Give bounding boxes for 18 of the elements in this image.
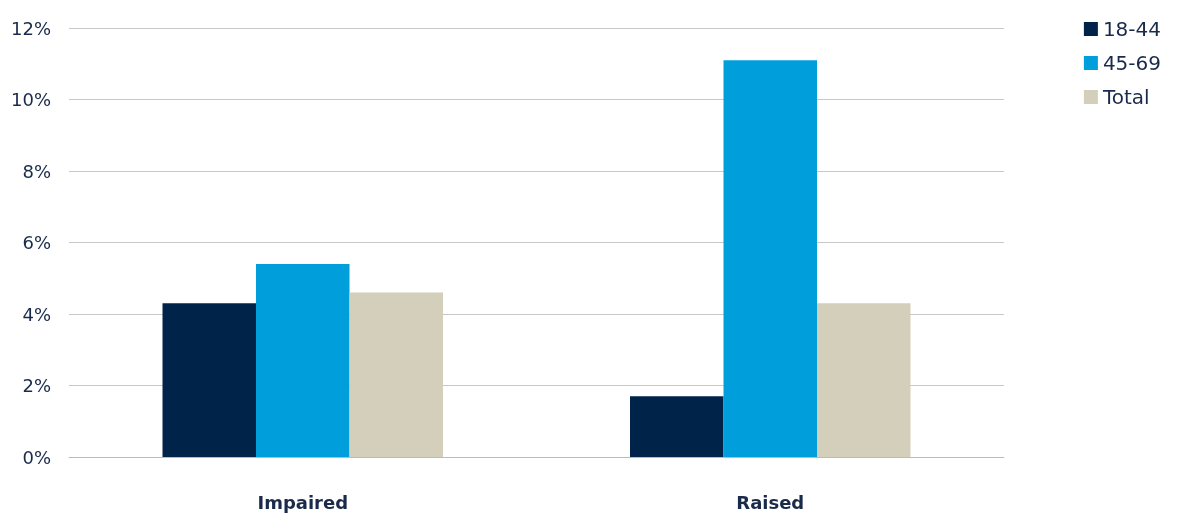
x-tick-label: Impaired (257, 491, 349, 513)
y-tick-label: 4% (22, 303, 52, 325)
x-tick-label: Raised (736, 491, 805, 513)
bar (162, 303, 257, 457)
legend-label: Total (1101, 85, 1150, 109)
bar (723, 60, 817, 457)
bar (349, 292, 443, 457)
y-tick-label: 0% (22, 446, 52, 468)
bar (817, 303, 911, 457)
bar (256, 263, 350, 457)
legend-label: 18-44 (1102, 17, 1162, 41)
y-tick-label: 8% (22, 160, 52, 182)
legend-label: 45-69 (1102, 51, 1162, 75)
bar (630, 396, 724, 457)
y-tick-label: 10% (10, 89, 52, 110)
y-tick-label: 2% (22, 375, 52, 396)
y-tick-label: 6% (22, 232, 52, 253)
y-tick-label: 12% (10, 17, 52, 39)
